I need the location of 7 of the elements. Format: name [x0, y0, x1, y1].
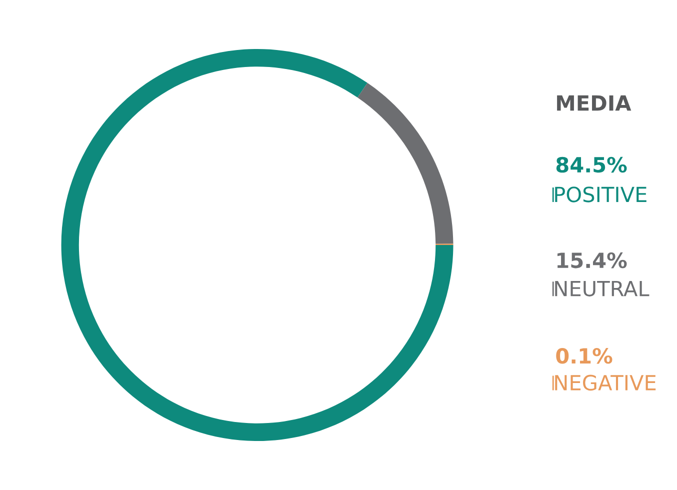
data-label: 15.4%	[557, 252, 627, 268]
legend-label: POSITIVE	[555, 186, 646, 202]
legend-label: NEGATIVE	[555, 374, 656, 391]
data-label: 84.5%	[556, 156, 627, 173]
data-label: 0.1%	[556, 348, 612, 364]
text: MEDIA	[557, 95, 632, 111]
legend-label: NEUTRAL	[555, 280, 650, 296]
